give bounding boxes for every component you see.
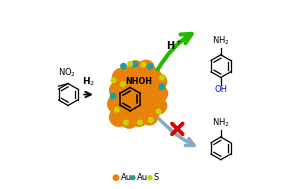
Circle shape [131, 84, 148, 101]
Circle shape [159, 74, 165, 81]
Circle shape [120, 63, 127, 70]
Circle shape [150, 85, 168, 102]
Circle shape [133, 65, 152, 84]
Circle shape [127, 61, 133, 67]
Circle shape [123, 73, 141, 91]
Circle shape [119, 78, 139, 98]
Text: H$_2$: H$_2$ [82, 75, 95, 88]
Circle shape [141, 85, 159, 102]
Circle shape [120, 111, 138, 129]
Circle shape [130, 175, 136, 180]
Circle shape [156, 108, 162, 115]
Circle shape [130, 109, 148, 127]
Circle shape [148, 117, 154, 123]
Circle shape [119, 105, 139, 125]
Circle shape [139, 105, 159, 124]
Circle shape [111, 77, 117, 83]
Circle shape [122, 66, 142, 85]
Circle shape [142, 67, 162, 86]
Circle shape [139, 96, 157, 114]
Circle shape [159, 84, 165, 90]
Circle shape [127, 60, 145, 78]
Circle shape [138, 92, 158, 112]
Text: S: S [154, 173, 159, 182]
Circle shape [120, 86, 138, 103]
Text: NHOH: NHOH [125, 77, 152, 86]
Circle shape [139, 79, 159, 98]
Text: Au: Au [137, 173, 148, 182]
Circle shape [109, 81, 129, 100]
Circle shape [114, 107, 120, 113]
Text: NO$_2$: NO$_2$ [58, 67, 76, 79]
Text: NH$_2$: NH$_2$ [212, 117, 229, 129]
Circle shape [150, 73, 167, 91]
Circle shape [117, 92, 137, 112]
Circle shape [137, 119, 143, 125]
Circle shape [113, 174, 119, 181]
Circle shape [141, 108, 158, 126]
Circle shape [134, 71, 151, 89]
Text: H$^+$: H$^+$ [166, 39, 183, 52]
Circle shape [130, 104, 149, 123]
Circle shape [123, 119, 129, 125]
Text: NH$_2$: NH$_2$ [212, 34, 229, 47]
Circle shape [110, 93, 117, 99]
Circle shape [120, 81, 126, 87]
Circle shape [109, 107, 129, 127]
Circle shape [131, 61, 138, 68]
Circle shape [140, 62, 146, 68]
Text: Au: Au [120, 173, 132, 182]
Circle shape [137, 60, 155, 77]
Circle shape [128, 97, 146, 115]
Circle shape [118, 98, 136, 116]
Circle shape [112, 68, 131, 87]
Circle shape [144, 73, 161, 91]
Text: OH: OH [214, 85, 227, 94]
Circle shape [107, 94, 127, 114]
Circle shape [150, 97, 167, 115]
Circle shape [130, 77, 149, 96]
Circle shape [147, 175, 153, 180]
Circle shape [128, 90, 148, 110]
Circle shape [147, 63, 153, 70]
